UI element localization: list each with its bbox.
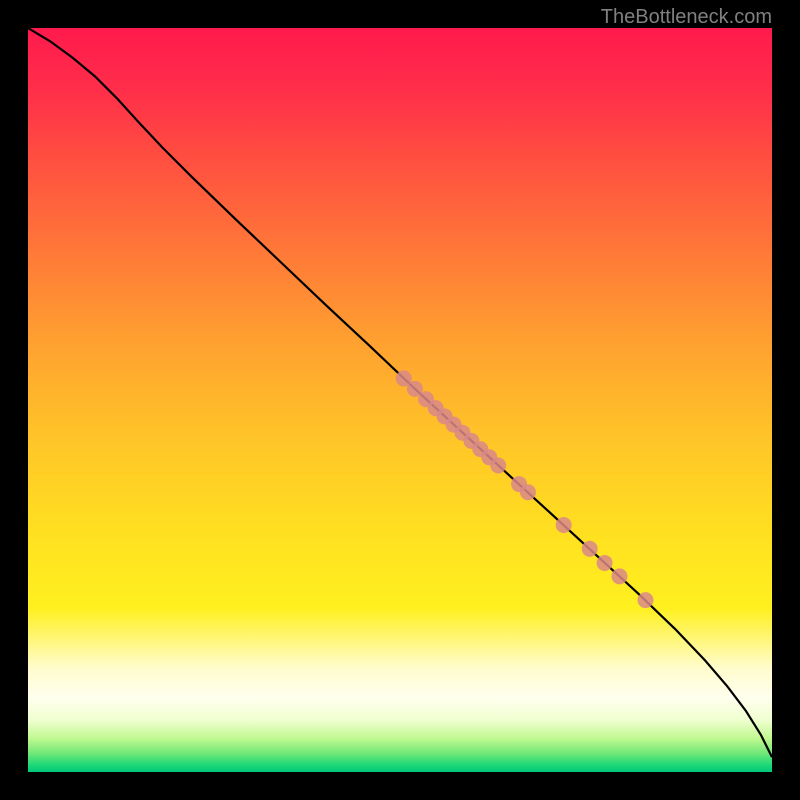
chart-plot-area xyxy=(28,28,772,772)
data-marker xyxy=(597,555,613,571)
curve-layer xyxy=(28,28,772,772)
data-marker xyxy=(611,568,627,584)
data-marker xyxy=(556,517,572,533)
data-markers xyxy=(396,370,654,608)
data-marker xyxy=(490,457,506,473)
data-marker xyxy=(638,592,654,608)
bottleneck-curve xyxy=(28,28,772,757)
watermark-text: TheBottleneck.com xyxy=(601,6,772,29)
data-marker xyxy=(520,484,536,500)
data-marker xyxy=(582,541,598,557)
